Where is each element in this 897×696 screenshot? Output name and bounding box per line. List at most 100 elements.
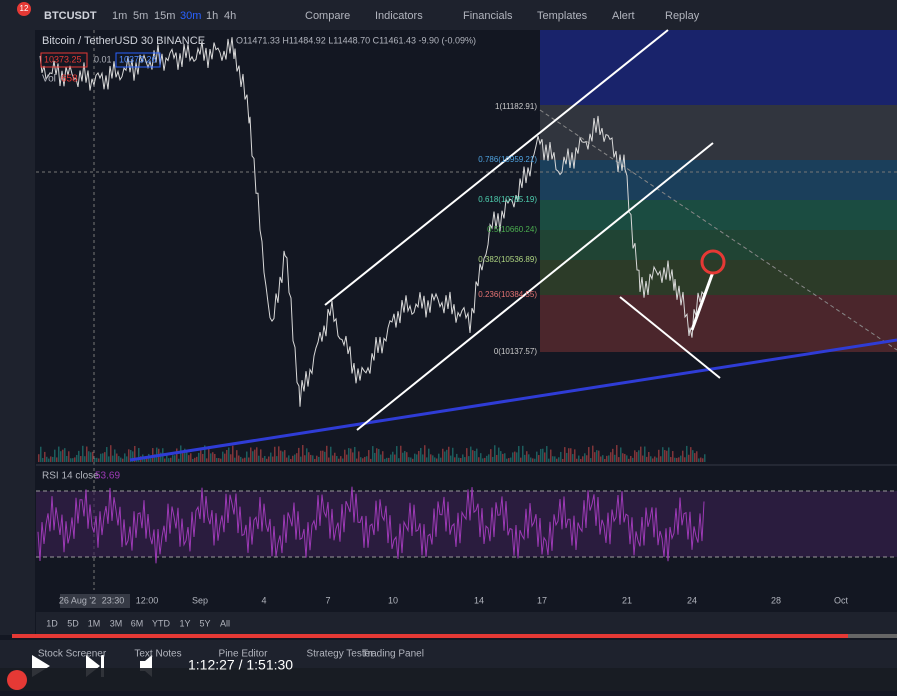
volume-bar	[550, 449, 552, 462]
volume-bar	[94, 457, 96, 462]
volume-bar	[622, 453, 624, 462]
volume-bar	[664, 450, 666, 462]
interval[interactable]: 4h	[224, 10, 236, 22]
panel-tab[interactable]: Strategy Tester	[306, 649, 374, 660]
interval[interactable]: 15m	[154, 10, 175, 22]
volume-bar	[610, 452, 612, 462]
volume-bar	[154, 454, 156, 462]
volume-bar	[364, 456, 366, 462]
volume-bar	[462, 454, 464, 462]
volume-bar	[608, 455, 610, 462]
volume-bar	[556, 458, 558, 462]
panel-tab[interactable]: Pine Editor	[219, 649, 269, 660]
range-button[interactable]: 6M	[131, 618, 144, 628]
interval[interactable]: 5m	[133, 10, 148, 22]
panel-tab[interactable]: Stock Screener	[38, 649, 107, 660]
volume-bar	[380, 454, 382, 462]
volume-bar	[490, 449, 492, 462]
range-button[interactable]: 1M	[88, 618, 101, 628]
panel-tab[interactable]: Trading Panel	[362, 649, 424, 660]
volume-bar	[80, 456, 82, 462]
toolbar-button[interactable]: Alert	[612, 10, 635, 22]
fib-zones	[540, 30, 897, 352]
volume-bar	[588, 447, 590, 462]
fib-label: 0.5(10660.24)	[487, 225, 537, 234]
volume-bar	[518, 446, 520, 462]
volume-bar	[176, 448, 178, 462]
volume-bar	[258, 455, 260, 462]
volume-bar	[314, 458, 316, 462]
range-button[interactable]: 1D	[46, 618, 58, 628]
volume-bar	[474, 450, 476, 462]
volume-bar	[656, 457, 658, 462]
toolbar-button[interactable]: Templates	[537, 10, 588, 22]
volume-bar	[222, 451, 224, 462]
volume-bar	[538, 455, 540, 462]
volume-bar	[460, 458, 462, 462]
volume-bar	[570, 448, 572, 462]
volume-bar	[144, 457, 146, 462]
volume-bar	[624, 453, 626, 462]
volume-bar	[504, 453, 506, 462]
volume-bar	[698, 458, 700, 462]
progress-played[interactable]	[12, 634, 848, 638]
volume-bar	[68, 451, 70, 462]
volume-bar	[278, 446, 280, 462]
fib-zone	[540, 160, 897, 200]
toolbar-button[interactable]: Replay	[665, 10, 700, 22]
range-button[interactable]: 3M	[110, 618, 123, 628]
volume-bar	[372, 446, 374, 462]
volume-bar	[110, 445, 112, 462]
volume-bar	[464, 457, 466, 462]
volume-bar	[204, 445, 206, 462]
volume-bar	[312, 455, 314, 462]
volume-bar	[108, 456, 110, 462]
time-label: Oct	[834, 595, 849, 605]
volume-bar	[648, 452, 650, 462]
highlight-circle	[700, 249, 726, 275]
range-button[interactable]: 5D	[67, 618, 79, 628]
volume-bar	[368, 450, 370, 462]
fib-label: 1(11182.91)	[495, 102, 537, 111]
volume-bar	[530, 457, 532, 462]
interval[interactable]: 1m	[112, 10, 127, 22]
range-button[interactable]: 5Y	[199, 618, 210, 628]
volume-bar	[226, 449, 228, 462]
volume-bar	[574, 449, 576, 462]
volume-bar	[616, 445, 618, 462]
volume-bar	[84, 456, 86, 462]
volume-bar	[130, 450, 132, 462]
volume-bar	[270, 452, 272, 462]
volume-bar	[282, 451, 284, 462]
volume-bar	[478, 457, 480, 462]
volume-bar	[502, 453, 504, 462]
toolbar-button[interactable]: Indicators	[375, 10, 423, 22]
toolbar-button[interactable]: Financials	[463, 10, 513, 22]
volume-bar	[244, 457, 246, 462]
volume-bar	[584, 453, 586, 462]
volume-bar	[590, 458, 592, 462]
volume-bar	[266, 458, 268, 462]
rsi-label: RSI 14 close	[42, 471, 99, 482]
interval[interactable]: 30m	[180, 10, 201, 22]
symbol[interactable]: BTCUSDT	[44, 10, 97, 22]
volume-bar	[642, 455, 644, 462]
range-button[interactable]: YTD	[152, 618, 171, 628]
volume-bar	[692, 450, 694, 462]
interval[interactable]: 1h	[206, 10, 218, 22]
time-label: 21	[622, 595, 632, 605]
range-button[interactable]: 1Y	[179, 618, 190, 628]
volume-bar	[514, 451, 516, 462]
volume-bar	[454, 457, 456, 462]
range-button[interactable]: All	[220, 618, 230, 628]
volume-bar	[546, 446, 548, 462]
panel-tab[interactable]: Text Notes	[134, 649, 181, 660]
time-highlight	[96, 594, 130, 608]
volume-bar	[398, 458, 400, 462]
volume-bar	[446, 449, 448, 462]
volume-bar	[442, 448, 444, 462]
fib-label: 0.786(10959.21)	[478, 155, 537, 164]
toolbar-button[interactable]: Compare	[305, 10, 350, 22]
volume-bar	[366, 456, 368, 462]
volume-bar	[564, 447, 566, 462]
